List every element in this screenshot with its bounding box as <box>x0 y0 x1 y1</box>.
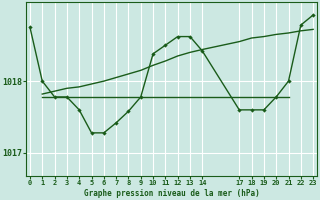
X-axis label: Graphe pression niveau de la mer (hPa): Graphe pression niveau de la mer (hPa) <box>84 189 260 198</box>
